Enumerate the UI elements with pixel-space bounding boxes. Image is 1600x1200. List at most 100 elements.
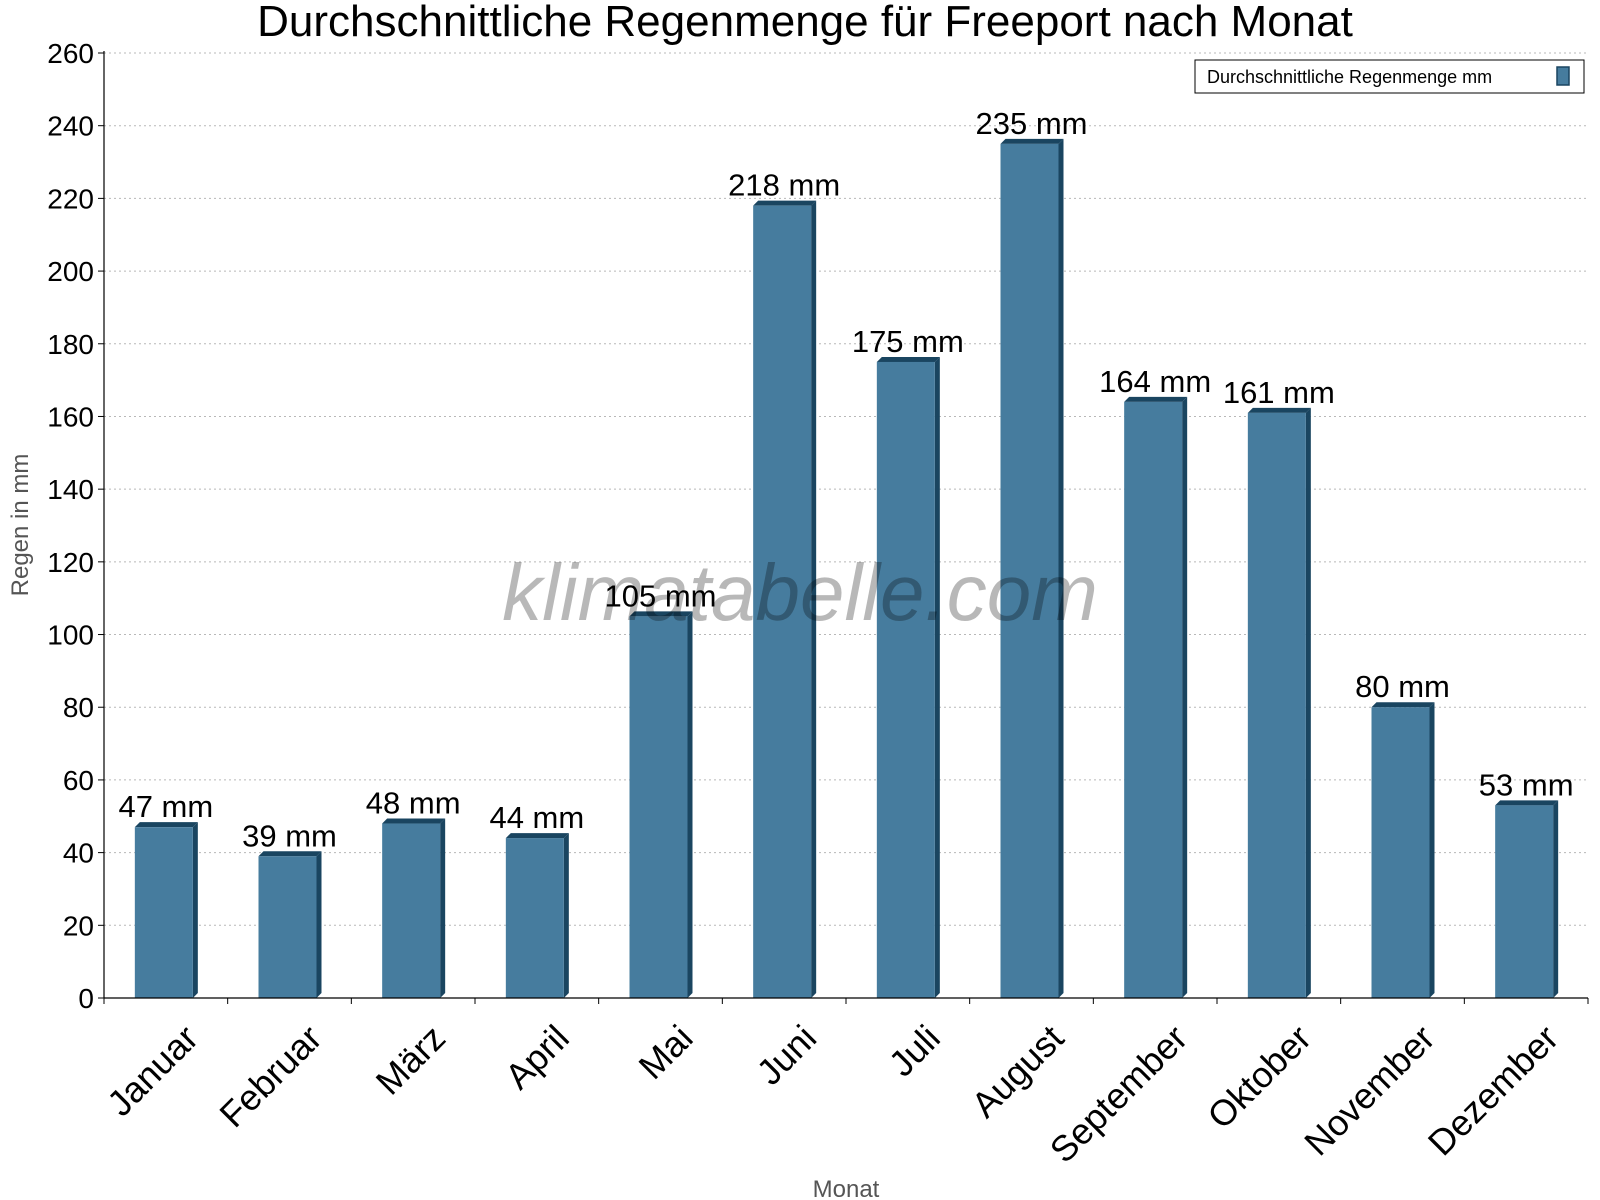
data-label: 44 mm xyxy=(489,800,584,835)
bar-side xyxy=(1429,702,1435,998)
y-axis-ticks: 0 20 40 60 80 100 120 140 160 180 200 220 240 260 xyxy=(47,38,104,1014)
bar-face xyxy=(134,827,193,998)
bar-side xyxy=(563,833,569,998)
bar-face xyxy=(1371,707,1430,998)
data-label: 53 mm xyxy=(1479,767,1574,802)
bar-top xyxy=(258,851,322,857)
y-tick-label: 120 xyxy=(47,547,94,578)
watermark: klimatabelle.com xyxy=(502,548,1098,637)
bar-side xyxy=(1058,138,1064,999)
bar-side xyxy=(811,200,817,999)
data-label: 80 mm xyxy=(1355,669,1450,704)
bar-side xyxy=(934,356,940,998)
bar-side xyxy=(687,611,693,998)
bar-side xyxy=(192,822,198,998)
bar-august xyxy=(1000,138,1064,999)
bar-mai xyxy=(629,611,693,998)
data-label: 175 mm xyxy=(852,324,964,359)
bar-top xyxy=(134,822,198,828)
y-tick-label: 60 xyxy=(63,765,94,796)
legend-box xyxy=(1194,59,1585,94)
bar-face xyxy=(258,856,317,998)
bar-september xyxy=(1124,396,1188,998)
bar-juni xyxy=(753,200,817,999)
bar-top xyxy=(382,818,446,824)
bar-side xyxy=(1305,407,1311,999)
bar-juli xyxy=(876,356,940,998)
x-tick-label: Dezember xyxy=(1420,1017,1566,1163)
x-tick-label: November xyxy=(1296,1017,1442,1163)
axes xyxy=(103,51,1588,999)
y-tick-label: 0 xyxy=(78,983,94,1014)
data-label: 39 mm xyxy=(242,818,337,853)
x-tick-label: Januar xyxy=(99,1017,206,1124)
x-axis-title: Monat xyxy=(813,1176,880,1200)
data-label: 47 mm xyxy=(118,789,213,824)
bar-märz xyxy=(382,818,446,998)
bar-face xyxy=(1124,401,1183,998)
bar-november xyxy=(1371,702,1435,998)
bar-top xyxy=(1247,407,1311,413)
bar-face xyxy=(1247,412,1306,999)
data-label: 48 mm xyxy=(366,786,461,821)
x-tick-label: Juni xyxy=(748,1017,824,1093)
bars xyxy=(134,138,1559,999)
bar-top xyxy=(505,833,569,839)
bar-face xyxy=(505,838,564,998)
bar-face xyxy=(1495,805,1554,998)
bar-side xyxy=(1553,800,1559,998)
bar-top xyxy=(1124,396,1188,402)
y-tick-label: 80 xyxy=(63,692,94,723)
x-tick-label: März xyxy=(368,1017,454,1103)
data-label: 161 mm xyxy=(1223,375,1335,410)
y-tick-label: 220 xyxy=(47,183,94,214)
bar-face xyxy=(1000,143,1059,999)
bar-dezember xyxy=(1495,800,1559,998)
bar-top xyxy=(753,200,817,206)
data-label: 235 mm xyxy=(976,106,1088,141)
y-tick-label: 180 xyxy=(47,329,94,360)
data-label: 218 mm xyxy=(728,168,840,203)
bar-januar xyxy=(134,822,198,998)
legend-swatch xyxy=(1556,66,1570,86)
bar-side xyxy=(316,851,322,998)
legend-label: Durchschnittliche Regenmenge mm xyxy=(1207,67,1492,87)
bar-april xyxy=(505,833,569,998)
y-tick-label: 100 xyxy=(47,620,94,651)
bar-face xyxy=(753,205,812,999)
x-tick-label: April xyxy=(497,1017,577,1097)
y-tick-label: 200 xyxy=(47,256,94,287)
y-tick-label: 160 xyxy=(47,401,94,432)
bar-face xyxy=(382,823,441,998)
bar-top xyxy=(1495,800,1559,806)
bar-top xyxy=(629,611,693,617)
bar-side xyxy=(1182,396,1188,998)
x-axis-ticks: Januar Februar März April Mai Juni Juli AugustS… xyxy=(99,998,1589,1171)
y-tick-label: 240 xyxy=(47,111,94,142)
data-labels: 47 mm 39 mm 48 mm 44 mm 105 mm 218 mm 175 mm 23… xyxy=(118,106,1573,853)
x-tick-label: August xyxy=(963,1017,1071,1125)
x-tick-label: Juli xyxy=(881,1017,948,1084)
y-tick-label: 40 xyxy=(63,838,94,869)
data-label: 105 mm xyxy=(605,578,717,613)
bar-top xyxy=(1371,702,1435,708)
legend: Durchschnittliche Regenmenge mm xyxy=(1194,59,1585,94)
data-label: 164 mm xyxy=(1099,364,1211,399)
bar-face xyxy=(629,616,688,998)
bar-februar xyxy=(258,851,322,998)
bar-side xyxy=(440,818,446,998)
bar-oktober xyxy=(1247,407,1311,999)
y-axis-title: Regen in mm xyxy=(7,454,34,597)
chart-title: Durchschnittliche Regenmenge für Freepor… xyxy=(257,0,1353,46)
y-tick-label: 140 xyxy=(47,474,94,505)
grid-lines xyxy=(104,52,1588,926)
bar-face xyxy=(876,361,935,998)
y-tick-label: 260 xyxy=(47,38,94,69)
x-tick-label: Februar xyxy=(211,1017,329,1135)
bar-top xyxy=(1000,138,1064,144)
bar-top xyxy=(876,356,940,362)
y-tick-label: 20 xyxy=(63,910,94,941)
x-tick-label: Oktober xyxy=(1199,1017,1319,1137)
x-tick-label: Mai xyxy=(631,1017,701,1087)
